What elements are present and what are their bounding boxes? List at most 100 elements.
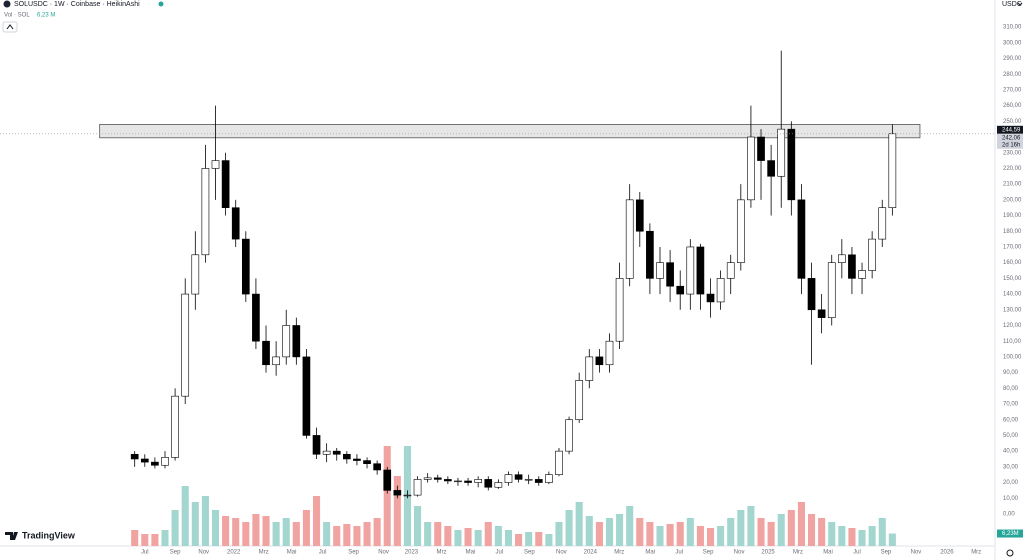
volume-bar	[525, 532, 533, 546]
volume-bar	[454, 530, 462, 546]
volume-bar	[757, 518, 765, 546]
marker-price-label: 244,59	[1002, 127, 1021, 133]
candle-body	[686, 246, 695, 295]
candle-body	[868, 238, 876, 271]
volume-legend: Vol · SOL	[4, 13, 30, 19]
x-tick-label: Sep	[524, 550, 535, 556]
candle-body	[373, 463, 381, 471]
candle-body	[171, 395, 179, 458]
candle-body	[848, 254, 856, 279]
volume-bar	[868, 526, 876, 546]
volume-bar	[767, 522, 775, 546]
volume-bar	[565, 510, 573, 546]
candle-body	[615, 278, 624, 342]
y-tick-label: 0,00	[1003, 512, 1015, 518]
x-tick-label: 2023	[405, 550, 419, 556]
volume-bar	[353, 526, 361, 546]
volume-bar	[444, 526, 452, 546]
volume-bar	[141, 534, 149, 546]
last-price-box	[997, 133, 1023, 149]
y-tick-label: 220,00	[1003, 166, 1022, 172]
volume-bar	[605, 518, 614, 546]
x-tick-label: Nov	[378, 550, 389, 556]
volume-bar	[424, 522, 432, 546]
candle-body	[757, 136, 765, 161]
candle-body	[504, 474, 513, 483]
y-tick-label: 30,00	[1003, 464, 1019, 470]
volume-bar	[464, 528, 472, 546]
volume-bar	[474, 530, 482, 546]
candle-body	[858, 270, 866, 279]
candle-body	[494, 482, 503, 488]
volume-bar	[818, 518, 826, 546]
candle-body	[272, 356, 280, 366]
volume-bar	[302, 510, 310, 546]
collapse-button[interactable]	[2, 21, 18, 33]
volume-bar	[323, 522, 331, 546]
candle-body	[585, 356, 594, 381]
volume-bar	[616, 514, 624, 546]
x-tick-label: Jul	[853, 550, 861, 556]
volume-bar	[676, 522, 684, 546]
candle-body	[221, 160, 230, 208]
candle-body	[545, 474, 553, 483]
currency-selector[interactable]: USDC	[1002, 1, 1022, 8]
x-tick-label: Mai	[823, 550, 833, 556]
candle-body	[635, 199, 644, 232]
volume-bar	[555, 522, 563, 546]
candle-body	[605, 340, 614, 366]
y-tick-label: 180,00	[1003, 229, 1022, 235]
candle-body	[252, 293, 260, 342]
candle-body	[827, 262, 836, 318]
x-tick-label: Jul	[675, 550, 683, 556]
volume-bar	[373, 518, 381, 546]
volume-bar	[292, 522, 300, 546]
candle-body	[716, 278, 725, 303]
y-tick-label: 300,00	[1003, 40, 1022, 46]
x-tick-label: Mai	[287, 550, 297, 556]
logo-text: TradingView	[22, 530, 76, 540]
y-tick-label: 20,00	[1003, 480, 1019, 486]
candle-body	[706, 293, 715, 303]
candle-body	[878, 207, 887, 240]
y-tick-label: 250,00	[1003, 119, 1022, 125]
volume-bar	[535, 532, 543, 546]
x-tick-label: Nov	[734, 550, 745, 556]
candle-body	[484, 479, 493, 488]
x-tick-label: Mrz	[436, 550, 446, 556]
volume-bar	[545, 534, 553, 546]
candle-body	[464, 480, 472, 483]
volume-label-box	[997, 529, 1023, 538]
countdown-label: 2d 16h	[1002, 142, 1020, 148]
candle-body	[151, 461, 159, 466]
marker-price-box	[997, 125, 1023, 134]
volume-bar	[434, 522, 442, 546]
volume-bar	[414, 506, 422, 546]
candle-body	[838, 254, 846, 263]
x-tick-label: Jul	[319, 550, 327, 556]
x-tick-label: Sep	[881, 550, 892, 556]
x-tick-label: Nov	[198, 550, 209, 556]
volume-bar	[282, 518, 290, 546]
volume-bar	[504, 530, 513, 546]
y-tick-label: 150,00	[1003, 276, 1022, 282]
candle-body	[454, 480, 462, 483]
volume-bar	[343, 524, 351, 546]
candle-body	[393, 490, 402, 496]
symbol-icon	[3, 0, 11, 8]
volume-bar	[797, 502, 805, 546]
settings-button[interactable]	[1006, 549, 1014, 557]
candle-body	[797, 199, 806, 279]
volume-bar	[211, 510, 220, 546]
volume-legend-value: 6,23 M	[37, 13, 55, 19]
y-tick-label: 260,00	[1003, 103, 1022, 109]
x-tick-label: Mrz	[793, 550, 803, 556]
symbol-title[interactable]: SOLUSDC · 1W · Coinbase · HeikinAshi	[14, 1, 140, 8]
volume-bar	[242, 522, 250, 546]
volume-bar	[595, 522, 603, 546]
volume-bar	[484, 522, 492, 546]
volume-bar	[737, 510, 745, 546]
status-dot	[158, 1, 164, 7]
